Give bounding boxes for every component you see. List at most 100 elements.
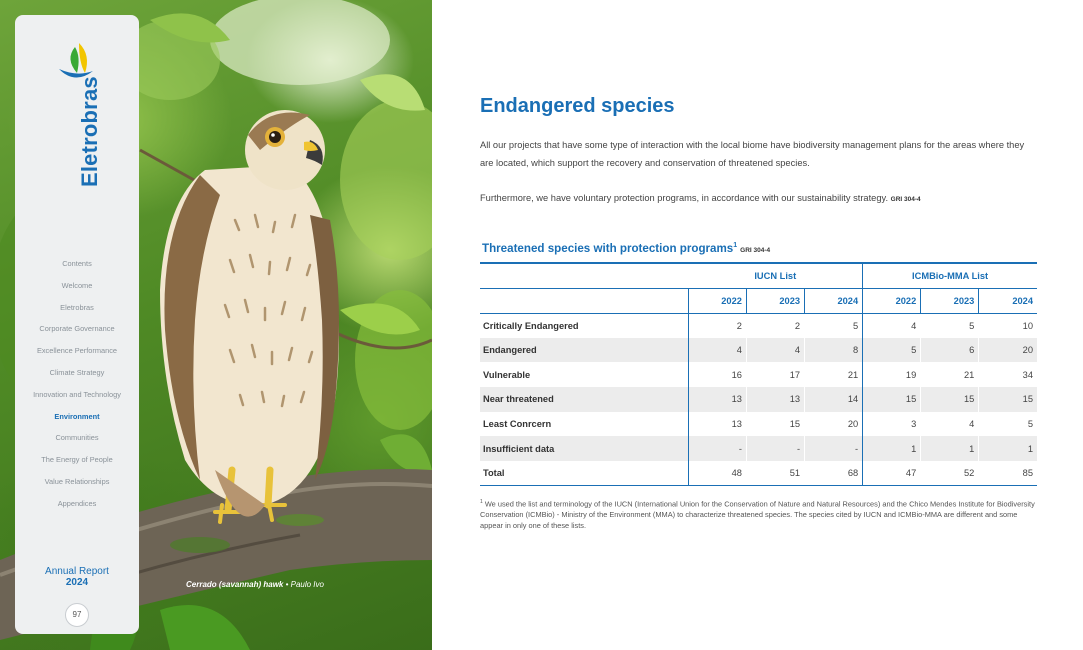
- group-header-iucn: IUCN List: [688, 262, 863, 288]
- table-cell: 47: [862, 461, 921, 487]
- table-cell: 13: [687, 411, 747, 437]
- table-corner: [480, 262, 689, 288]
- sidebar: Eletrobras Contents Welcome Eletrobras C…: [15, 15, 139, 634]
- table-cell: 48: [687, 461, 747, 487]
- table-cell: 4: [862, 313, 921, 338]
- gri-reference: GRI 304-4: [890, 196, 921, 203]
- table-footnote: 1 We used the list and terminology of th…: [480, 497, 1037, 531]
- table-cell: 6: [920, 337, 979, 363]
- nav-item-appendices[interactable]: Appendices: [57, 498, 97, 508]
- eletrobras-wordmark: Eletrobras: [77, 76, 102, 187]
- table-cell: 15: [978, 387, 1037, 412]
- hero-photo: Cerrado (savannah) hawk • Paulo Ivo: [0, 0, 432, 650]
- table-gri-reference: GRI 304-4: [740, 247, 771, 254]
- year-header-blank: [480, 287, 689, 314]
- nav-item-value-relationships[interactable]: Value Relationships: [44, 476, 110, 486]
- year-header: 2024: [978, 287, 1037, 314]
- table-cell: 19: [862, 362, 921, 388]
- nav-item-innovation-technology[interactable]: Innovation and Technology: [33, 389, 121, 399]
- table-row-total: Total 48 51 68 47 52 85: [480, 461, 1037, 487]
- year-header: 2023: [745, 287, 805, 314]
- table-cell: 2: [687, 313, 747, 338]
- eletrobras-logo-icon: [57, 43, 95, 88]
- table-cell: 5: [978, 411, 1037, 437]
- table-cell: 4: [920, 411, 979, 437]
- table-title-text: Threatened species with protection progr…: [482, 242, 734, 255]
- table-cell: 10: [978, 313, 1037, 338]
- table-cell: -: [687, 436, 747, 462]
- intro-paragraph: All our projects that have some type of …: [480, 140, 1025, 168]
- table-cell: 51: [745, 461, 805, 487]
- row-label: Insufficient data: [480, 436, 689, 462]
- table-cell: 15: [862, 387, 921, 412]
- table-cell: 21: [920, 362, 979, 388]
- protection-paragraph: Furthermore, we have voluntary protectio…: [480, 189, 1037, 209]
- table-cell: 34: [978, 362, 1037, 388]
- table-cell: 20: [978, 337, 1037, 363]
- table-title-footnote-mark: 1: [733, 242, 738, 250]
- row-label: Least Conrcern: [483, 419, 552, 430]
- group-header-icmbio: ICMBio-MMA List: [862, 262, 1037, 288]
- table-row: Least Conrcern 13 15 20 3 4 5: [480, 411, 1037, 437]
- table-row: Critically Endangered 2 2 5 4 5 10: [480, 313, 1037, 338]
- footnote-text: We used the list and terminology of the …: [480, 499, 1035, 530]
- nav-item-contents[interactable]: Contents: [62, 259, 92, 268]
- hawk-illustration: [0, 0, 432, 650]
- table-cell: -: [745, 436, 805, 462]
- section-nav: Contents Welcome Eletrobras Corporate Go…: [15, 253, 139, 515]
- table-cell: 5: [920, 313, 979, 338]
- table-cell: 5: [862, 337, 921, 363]
- annual-report-label: Annual Report 2024: [15, 566, 139, 588]
- nav-item-environment[interactable]: Environment: [54, 411, 100, 421]
- row-label: Total: [480, 461, 689, 487]
- table-cell: 16: [687, 362, 747, 388]
- nav-item-welcome[interactable]: Welcome: [61, 280, 93, 290]
- table-cell: 2: [745, 313, 805, 338]
- photo-caption: Cerrado (savannah) hawk • Paulo Ivo: [186, 580, 324, 589]
- table-cell: 21: [804, 362, 863, 388]
- threatened-species-table: IUCN List ICMBio-MMA List 2022 2023 2024…: [480, 262, 1037, 487]
- table-cell: 1: [978, 436, 1037, 462]
- table-row: Insufficient data - - - 1 1 1: [480, 436, 1037, 462]
- nav-item-eletrobras[interactable]: Eletrobras: [60, 302, 94, 312]
- nav-item-corporate-governance[interactable]: Corporate Governance: [39, 324, 115, 334]
- annual-report-year: 2024: [65, 577, 89, 588]
- table-cell: 68: [804, 461, 863, 487]
- table-cell: 14: [804, 387, 863, 412]
- footnote-mark: 1: [480, 499, 483, 505]
- table-cell: 1: [862, 436, 921, 462]
- table-cell: 3: [862, 411, 921, 437]
- table-cell: 20: [804, 411, 863, 437]
- table-cell: 17: [745, 362, 805, 388]
- table-cell: 52: [920, 461, 979, 487]
- row-label: Critically Endangered: [483, 320, 579, 331]
- nav-item-excellence-performance[interactable]: Excellence Performance: [36, 346, 118, 356]
- row-label: Endangered: [480, 337, 689, 363]
- year-header: 2022: [687, 287, 747, 314]
- table-cell: 4: [687, 337, 747, 363]
- table-cell: -: [804, 436, 863, 462]
- table-row: Vulnerable 16 17 21 19 21 34: [480, 362, 1037, 388]
- nav-item-climate-strategy[interactable]: Climate Strategy: [49, 367, 105, 377]
- protection-text: Furthermore, we have voluntary protectio…: [480, 193, 889, 203]
- table-cell: 5: [804, 313, 863, 338]
- table-cell: 13: [745, 387, 805, 412]
- year-header: 2024: [804, 287, 863, 314]
- row-label: Vulnerable: [483, 369, 531, 380]
- table-cell: 15: [920, 387, 979, 412]
- table-cell: 15: [745, 411, 805, 437]
- nav-item-communities[interactable]: Communities: [55, 433, 99, 443]
- table-cell: 4: [745, 337, 805, 363]
- annual-report-title: Annual Report: [45, 566, 109, 577]
- table-cell: 13: [687, 387, 747, 412]
- table-row: Near threatened 13 13 14 15 15 15: [480, 387, 1037, 412]
- table-row: Endangered 4 4 8 5 6 20: [480, 337, 1037, 363]
- page-title: Endangered species: [480, 95, 675, 117]
- row-label: Near threatened: [480, 387, 689, 412]
- table-cell: 1: [920, 436, 979, 462]
- page-number-badge: 97: [65, 603, 89, 627]
- table-title: Threatened species with protection progr…: [482, 242, 770, 255]
- nav-item-energy-of-people[interactable]: The Energy of People: [41, 455, 113, 465]
- year-header: 2022: [862, 287, 921, 314]
- table-cell: 8: [804, 337, 863, 363]
